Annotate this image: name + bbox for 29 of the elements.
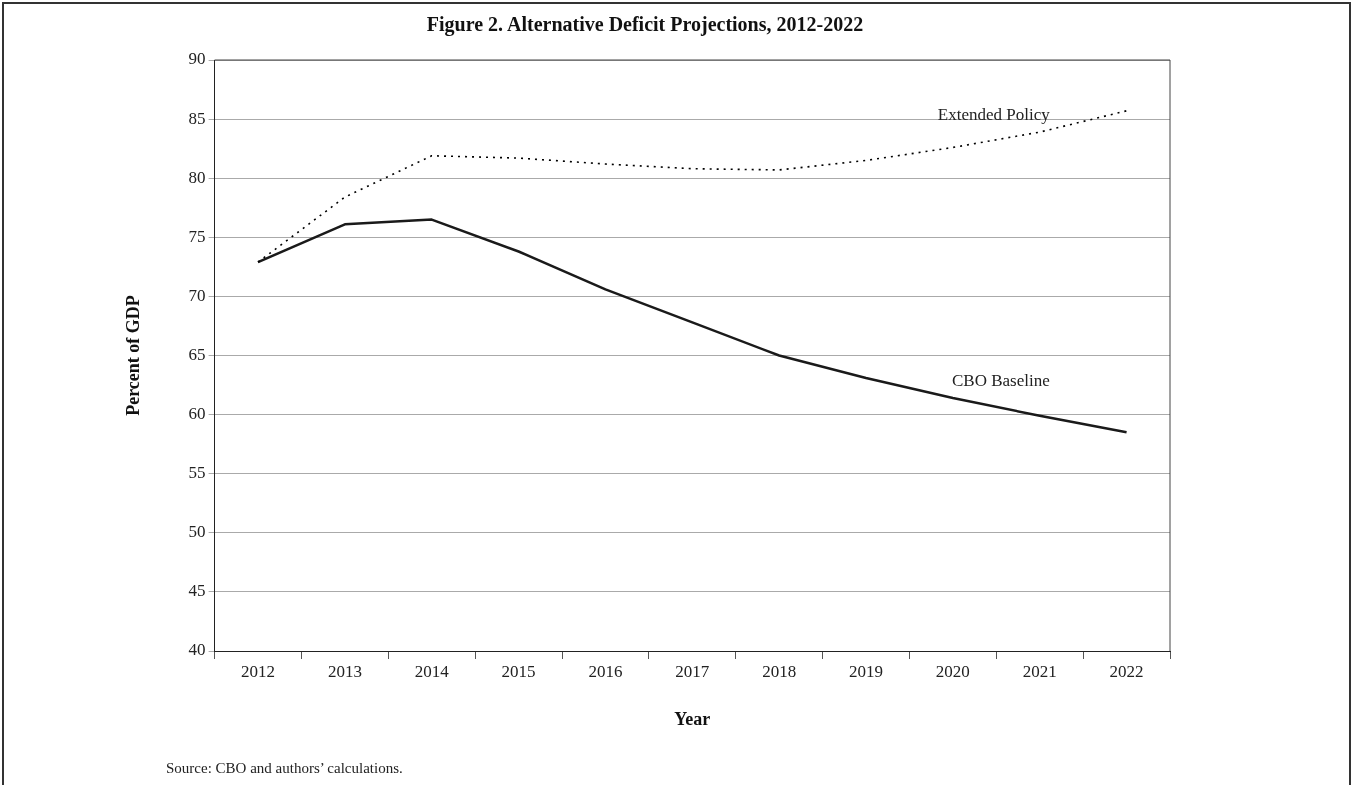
- y-tick-label: 55: [188, 463, 206, 483]
- x-tick-label: 2018: [762, 661, 797, 681]
- x-tick-label: 2020: [935, 661, 970, 681]
- y-tick-label: 80: [188, 167, 206, 187]
- series-label: Extended Policy: [937, 105, 1051, 125]
- y-tick-label: 40: [188, 640, 206, 660]
- y-axis-title: Percent of GDP: [123, 295, 144, 416]
- x-tick-label: 2016: [588, 661, 623, 681]
- line-series: [257, 110, 1128, 263]
- y-tick-label: 50: [188, 522, 206, 542]
- y-tick-label: 85: [188, 108, 206, 128]
- source-note: Source: CBO and authors’ calculations.: [166, 760, 403, 777]
- x-tick-label: 2012: [241, 661, 276, 681]
- y-tick-label: 75: [188, 226, 206, 246]
- y-tick-label: 70: [188, 285, 206, 305]
- x-tick-label: 2015: [501, 661, 536, 681]
- x-tick-label: 2017: [675, 661, 710, 681]
- x-tick-label: 2022: [1109, 661, 1144, 681]
- chart-title: Figure 2. Alternative Deficit Projections, 2012-2022: [426, 13, 864, 37]
- y-tick-label: 60: [188, 404, 206, 424]
- y-tick-label: 65: [188, 344, 206, 364]
- y-tick-label: 45: [188, 581, 206, 601]
- y-tick-label: 90: [188, 49, 206, 69]
- x-tick-label: 2021: [1022, 661, 1057, 681]
- x-axis-title: Year: [674, 708, 711, 729]
- x-tick-label: 2013: [327, 661, 362, 681]
- x-tick-label: 2014: [414, 661, 450, 681]
- series-label: CBO Baseline: [951, 370, 1050, 390]
- x-tick-label: 2019: [849, 661, 884, 681]
